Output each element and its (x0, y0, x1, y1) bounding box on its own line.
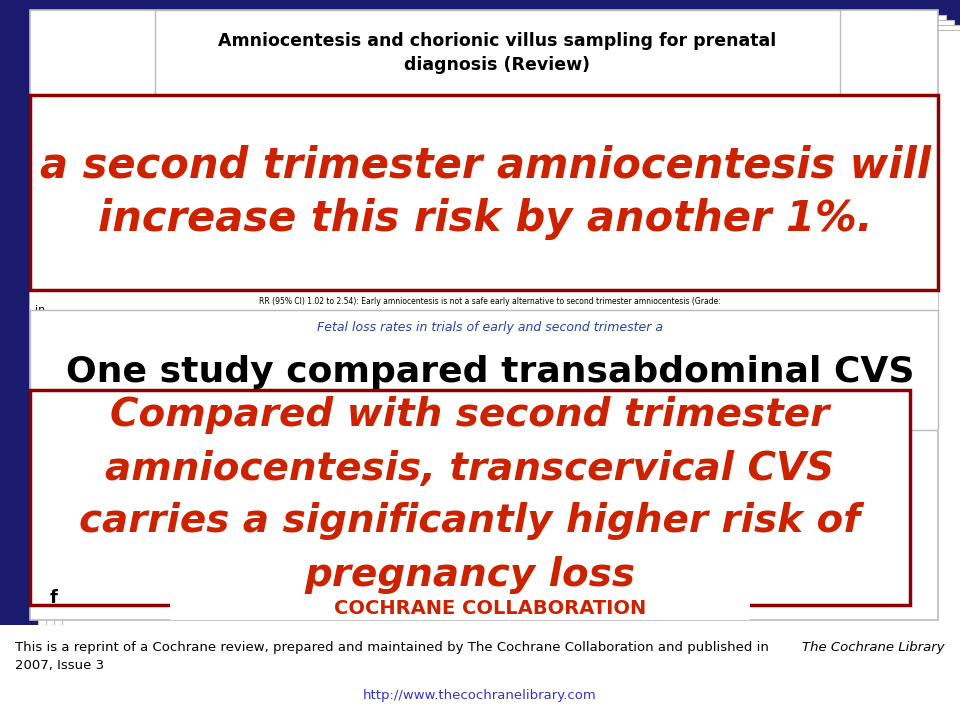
Text: RR (95% CI) 1.02 to 2.54): Early amniocentesis is not a safe early alternative t: RR (95% CI) 1.02 to 2.54): Early amnioce… (259, 296, 721, 306)
Text: One study compared transabdominal CVS: One study compared transabdominal CVS (65, 355, 914, 389)
Bar (30, 95, 938, 290)
Text: Fetal loss rates in trials of early and second trimester a: Fetal loss rates in trials of early and … (317, 321, 663, 334)
Bar (30, 290, 938, 330)
Text: in: in (35, 305, 45, 315)
Text: http://www.thecochranelibrary.com: http://www.thecochranelibrary.com (363, 689, 597, 702)
Text: The Cochrane Library: The Cochrane Library (802, 642, 945, 654)
Bar (155, 10, 840, 98)
Bar (30, 10, 938, 620)
Bar (30, 310, 938, 430)
Bar (170, 598, 750, 620)
Text: Amniocentesis and chorionic villus sampling for prenatal
diagnosis (Review): Amniocentesis and chorionic villus sampl… (218, 32, 776, 74)
Text: f: f (50, 589, 58, 607)
Text: 2007, Issue 3: 2007, Issue 3 (15, 659, 104, 672)
Bar (54, 25, 960, 635)
Text: COCHRANE COLLABORATION: COCHRANE COLLABORATION (334, 599, 646, 617)
Bar (62, 30, 960, 640)
Text: a second trimester amniocentesis will
increase this risk by another 1%.: a second trimester amniocentesis will in… (39, 144, 930, 240)
Bar (30, 390, 910, 605)
Text: Compared with second trimester
amniocentesis, transcervical CVS
carries a signif: Compared with second trimester amniocent… (80, 397, 860, 594)
Bar (38, 15, 946, 625)
Bar (46, 20, 954, 630)
Bar (0, 625, 960, 716)
Text: This is a reprint of a Cochrane review, prepared and maintained by The Cochrane : This is a reprint of a Cochrane review, … (15, 642, 773, 654)
